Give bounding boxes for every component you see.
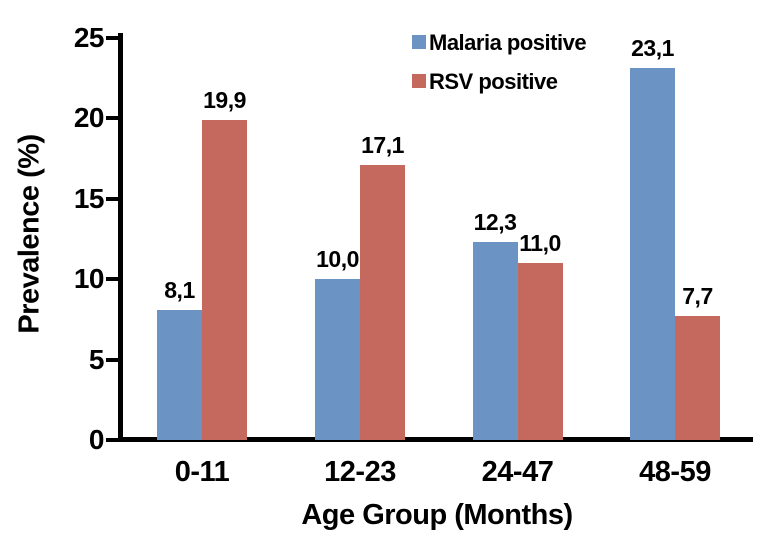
y-tick-mark — [106, 196, 119, 201]
x-axis-line — [118, 437, 753, 442]
y-tick-label: 25 — [73, 21, 105, 53]
bar-value-label: 7,7 — [682, 283, 713, 310]
legend-item-malaria: Malaria positive — [412, 30, 587, 55]
x-tick-label-48-59: 48-59 — [639, 456, 711, 488]
y-tick-mark — [106, 277, 119, 281]
x-tick-label-0-11: 0-11 — [174, 456, 230, 488]
y-tick-mark — [106, 438, 119, 442]
y-tick-mark — [106, 116, 119, 120]
y-tick-mark — [106, 35, 119, 40]
bar-rsv-positive-12-23 — [360, 164, 405, 440]
legend-label-rsv: RSV positive — [429, 69, 558, 94]
legend-item-rsv: RSV positive — [412, 71, 586, 93]
legend-label-malaria: Malaria positive — [429, 30, 587, 55]
bar-value-label: 8,1 — [164, 276, 195, 303]
bar-value-label: 19,9 — [203, 86, 246, 113]
y-axis-title: Prevalence (%) — [13, 134, 46, 334]
legend-swatch-rsv — [412, 74, 426, 88]
bar-rsv-positive-24-47 — [517, 262, 563, 440]
x-tick-label-12-23: 12-23 — [324, 456, 396, 488]
bar-malaria-positive-48-59 — [630, 68, 675, 440]
bar-malaria-positive-24-47 — [472, 241, 518, 440]
bar-value-label: 11,0 — [519, 229, 561, 256]
y-tick-label: 5 — [88, 343, 105, 375]
y-tick-label: 15 — [73, 182, 105, 214]
x-tick-label-24-47: 24-47 — [481, 456, 554, 488]
y-tick-label: 10 — [73, 263, 105, 294]
y-tick-label: 0 — [88, 424, 105, 455]
bar-value-label: 23,1 — [631, 35, 674, 62]
bar-value-label: 10,0 — [316, 246, 359, 272]
y-axis-line — [118, 33, 123, 442]
bar-rsv-positive-48-59 — [675, 316, 720, 440]
x-axis-title: Age Group (Months) — [301, 499, 573, 531]
bar-malaria-positive-12-23 — [315, 279, 360, 440]
legend-swatch-malaria — [412, 35, 426, 49]
y-tick-mark — [106, 357, 119, 362]
bar-value-label: 12,3 — [473, 208, 517, 235]
legend: Malaria positive RSV positive — [412, 30, 587, 110]
bar-rsv-positive-0-11 — [202, 119, 247, 440]
bar-value-label: 17,1 — [361, 131, 404, 158]
bar-malaria-positive-0-11 — [157, 309, 202, 440]
y-tick-label: 20 — [73, 102, 105, 133]
